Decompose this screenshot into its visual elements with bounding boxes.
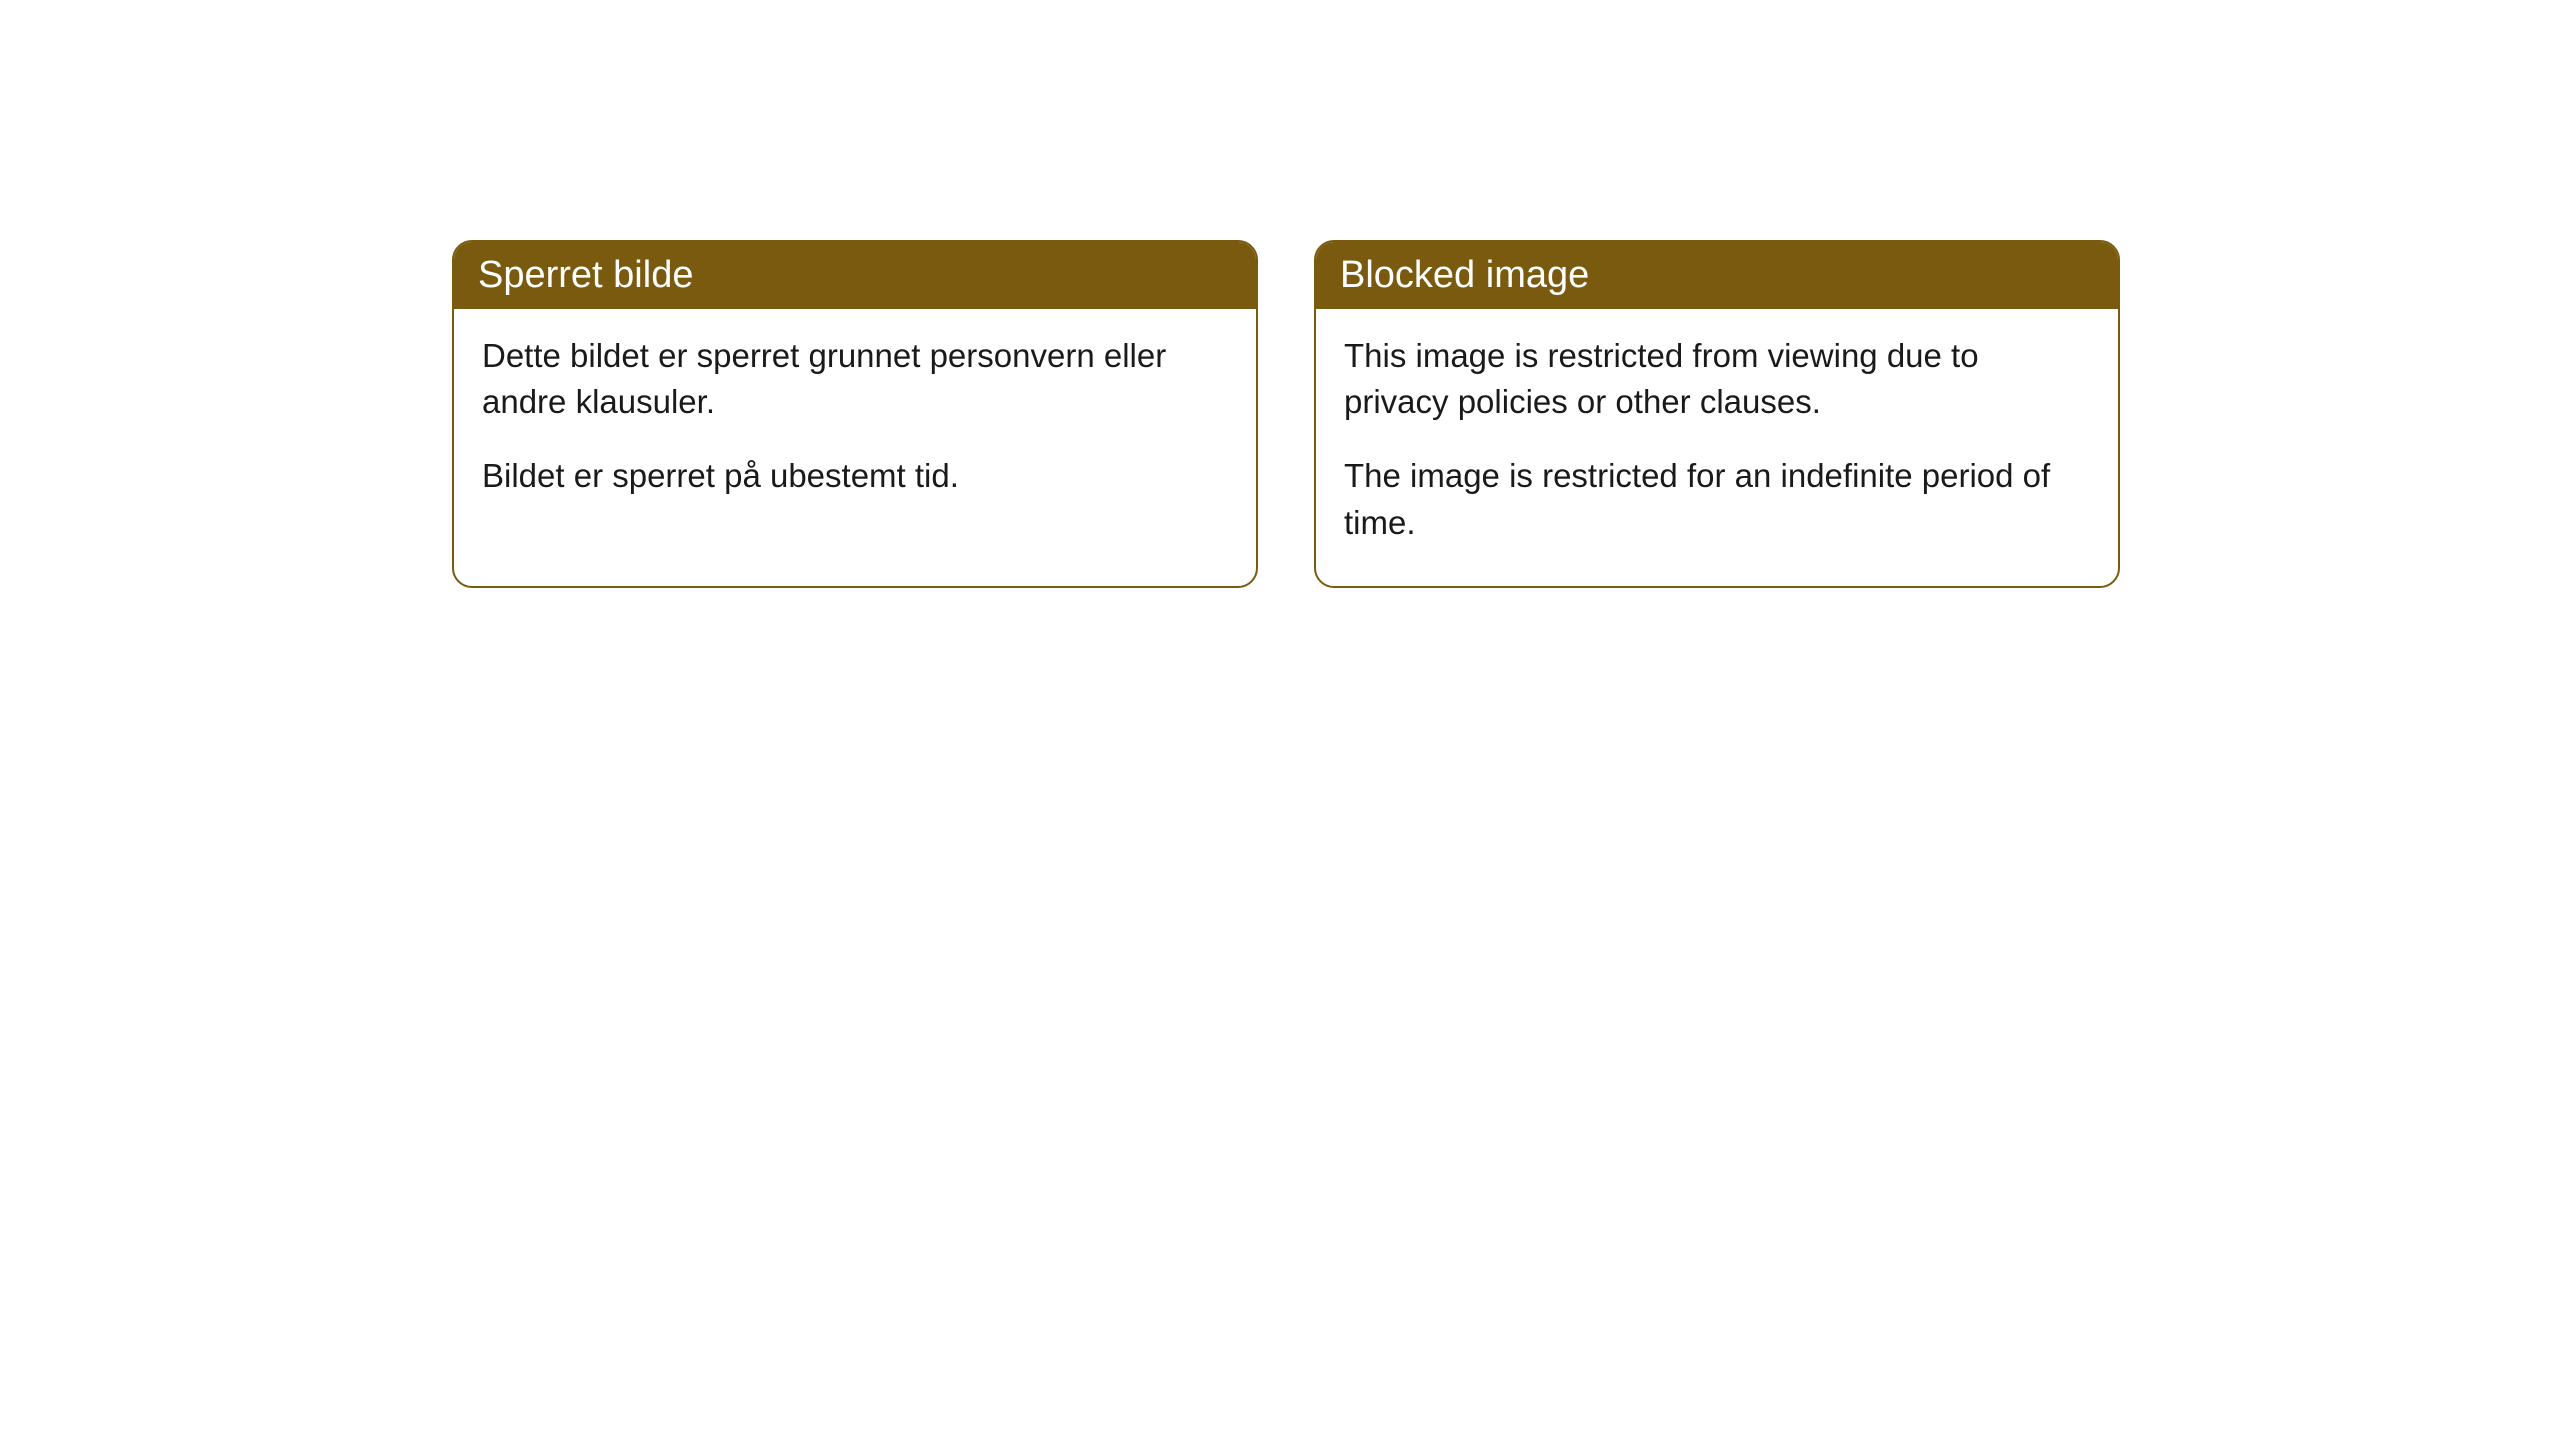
card-header: Blocked image: [1316, 242, 2118, 309]
blocked-image-card-norwegian: Sperret bilde Dette bildet er sperret gr…: [452, 240, 1258, 588]
card-title: Blocked image: [1340, 254, 1589, 296]
blocked-image-card-english: Blocked image This image is restricted f…: [1314, 240, 2120, 588]
card-title: Sperret bilde: [478, 254, 693, 296]
card-paragraph: Dette bildet er sperret grunnet personve…: [482, 333, 1228, 425]
card-paragraph: The image is restricted for an indefinit…: [1344, 453, 2090, 545]
card-body: Dette bildet er sperret grunnet personve…: [454, 309, 1256, 540]
card-paragraph: This image is restricted from viewing du…: [1344, 333, 2090, 425]
card-body: This image is restricted from viewing du…: [1316, 309, 2118, 586]
cards-container: Sperret bilde Dette bildet er sperret gr…: [0, 0, 2560, 588]
card-header: Sperret bilde: [454, 242, 1256, 309]
card-paragraph: Bildet er sperret på ubestemt tid.: [482, 453, 1228, 499]
